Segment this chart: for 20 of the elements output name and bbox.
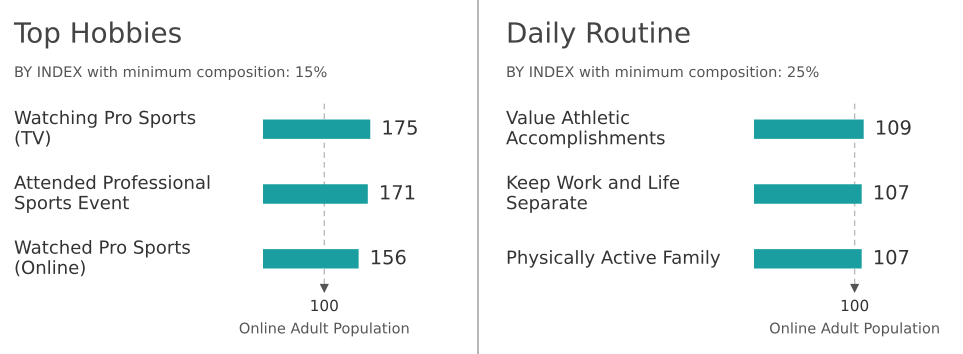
ref-line-label: 100	[311, 300, 338, 312]
chart-subtitle: BY INDEX with minimum composition: 15%	[15, 66, 327, 80]
y-tick-label: Watched Pro Sports (Online)	[14, 240, 190, 276]
y-tick-label: Value Athletic Accomplishments	[506, 110, 665, 148]
data-label: 107	[874, 250, 908, 264]
text: Online Adult Population	[770, 322, 939, 336]
data-label: 171	[381, 185, 414, 200]
data-label: 109	[876, 120, 911, 135]
y-tick-label: Attended Professional Sports Event	[14, 175, 210, 213]
y-tick-label: Physically Active Family	[508, 250, 720, 268]
ref-line-label: 100	[842, 300, 868, 312]
text: Online Adult Population	[240, 322, 409, 336]
data-label: 107	[874, 184, 908, 200]
chart-subtitle: BY INDEX with minimum composition: 25%	[507, 66, 819, 80]
chart-title: Daily Routine	[508, 22, 690, 48]
y-tick-label: Watching Pro Sports (TV)	[14, 110, 196, 147]
chart-title: Top Hobbies	[14, 22, 181, 48]
data-label: 175	[384, 120, 417, 135]
data-label: 156	[372, 250, 406, 264]
y-tick-label: Keep Work and Life Separate	[507, 175, 680, 213]
